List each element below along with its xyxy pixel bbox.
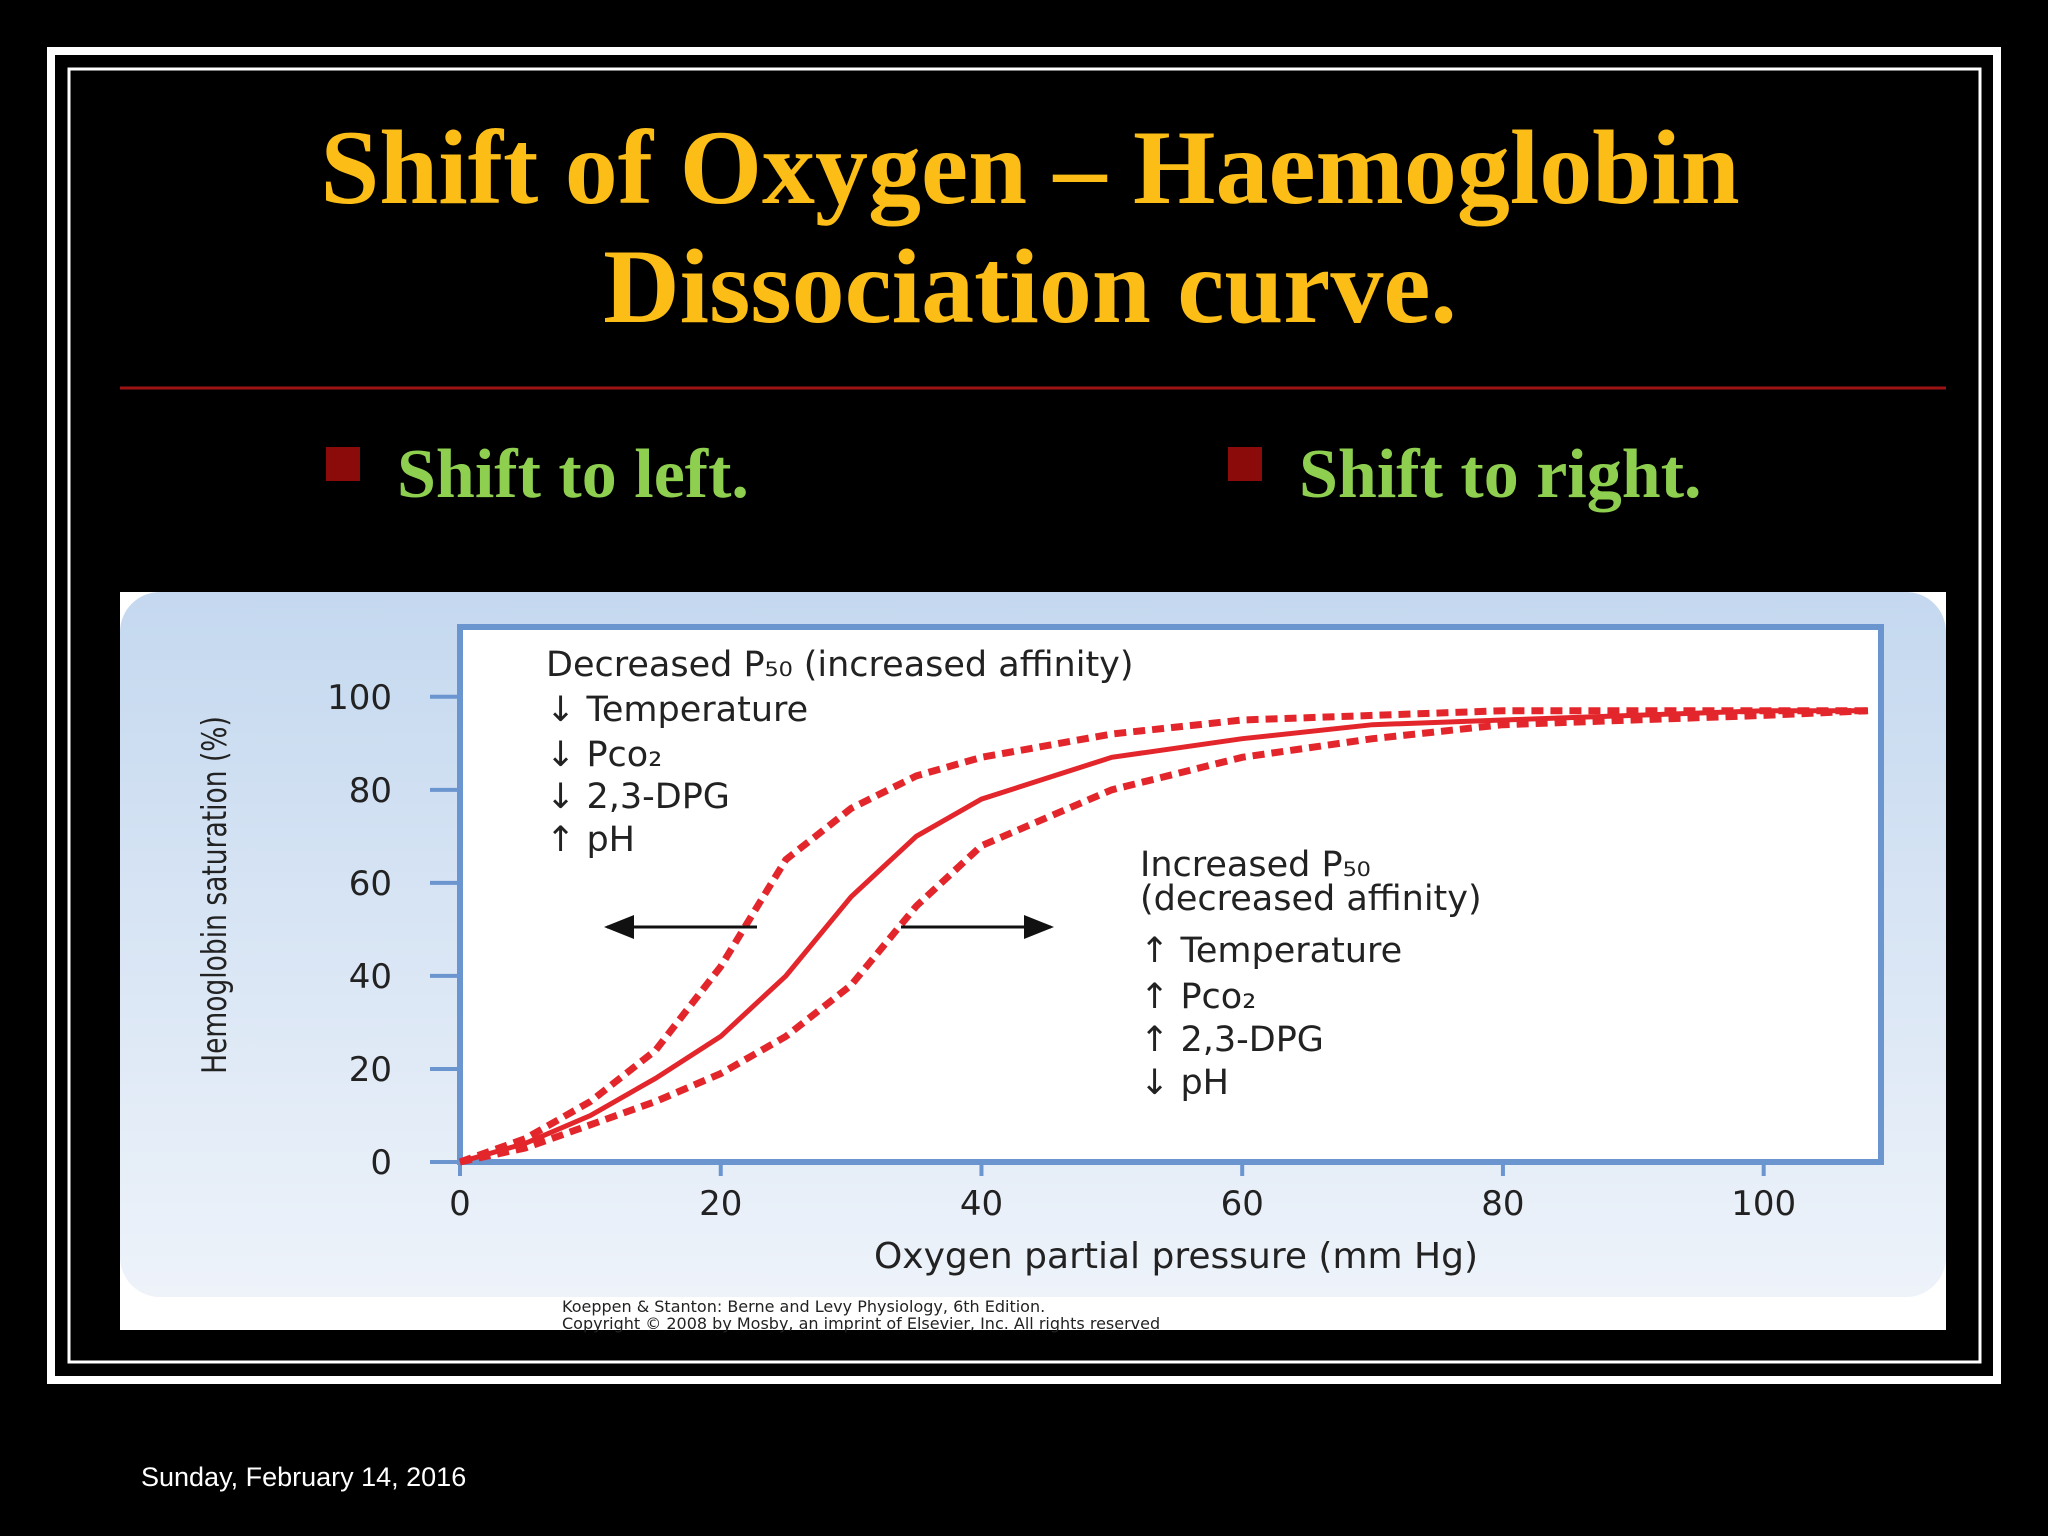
annotation: ↓ Pco₂ [546,735,662,775]
annotation: ↓ Temperature [546,690,808,730]
y-tick-label: 60 [349,864,392,904]
y-tick-label: 0 [370,1143,392,1183]
y-tick-label: 100 [327,678,392,718]
bullet-text: Shift to right. [1299,436,1702,513]
inner-frame [67,67,1982,1364]
curve [459,708,1868,1165]
annotation: Increased P₅₀ [1140,845,1371,885]
annotation: ↑ 2,3-DPG [1140,1020,1324,1060]
y-tick-label: 20 [349,1050,392,1090]
x-axis-label: Oxygen partial pressure (mm Hg) [874,1236,1478,1277]
bullet-square [326,447,360,481]
y-tick-label: 80 [349,771,392,811]
annotation: Decreased P₅₀ (increased affinity) [546,645,1134,685]
annotation: (decreased affinity) [1140,879,1482,919]
date: Sunday, February 14, 2016 [141,1462,466,1492]
bullet-square [1228,447,1262,481]
chart: 0 20 40 60 80 100 0 20 40 60 80 100 Oxygen partial p… [196,624,1884,1333]
x-tick-label: 60 [1221,1184,1264,1224]
x-tick-label: 100 [1731,1184,1796,1224]
x-tick-label: 80 [1481,1184,1524,1224]
annotation: ↓ pH [1140,1063,1229,1103]
x-tick-label: 40 [960,1184,1003,1224]
title-line: Shift of Oxygen – Haemoglobin [320,109,1739,226]
credit: Copyright © 2008 by Mosby, an imprint of… [562,1314,1160,1333]
annotation: ↑ Temperature [1140,931,1402,971]
y-tick-label: 40 [349,957,392,997]
annotation: ↑ Pco₂ [1140,977,1256,1017]
curve [459,707,1869,1166]
y-axis-label: Hemoglobin saturation (%) [196,716,235,1074]
outer-frame [47,47,2001,1384]
title-line: Dissociation curve. [603,228,1457,345]
annotation: ↓ 2,3-DPG [546,777,730,817]
curve [458,707,1868,1166]
annotation: ↑ pH [546,820,635,860]
credit: Koeppen & Stanton: Berne and Levy Physio… [562,1297,1045,1316]
x-tick-label: 20 [699,1184,742,1224]
x-tick-label: 0 [449,1184,471,1224]
bullet-text: Shift to left. [397,436,749,513]
